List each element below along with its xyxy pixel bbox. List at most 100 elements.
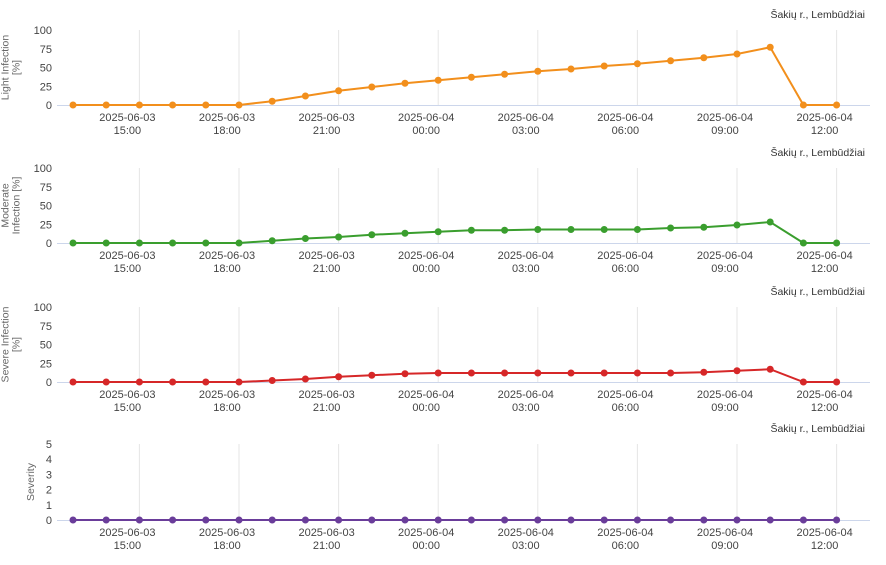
y-axis-label: Moderate [0, 183, 12, 228]
series-line [73, 368, 837, 383]
data-point [766, 516, 774, 524]
x-tick-label: 2025-06-04 [697, 112, 753, 124]
x-tick-label: 2025-06-04 [796, 389, 852, 401]
x-tick-label: 2025-06-03 [199, 112, 255, 124]
data-point [169, 378, 177, 386]
data-point [368, 83, 376, 91]
data-point [467, 369, 475, 377]
x-tick-label: 00:00 [412, 402, 440, 414]
data-point [600, 62, 608, 70]
data-point [667, 516, 675, 524]
data-point [467, 73, 475, 81]
x-tick-label: 09:00 [711, 540, 739, 552]
data-point [235, 378, 243, 386]
data-point [301, 235, 309, 242]
location-label: Šakių r., Lembūdžiai [770, 285, 865, 298]
data-point [135, 101, 143, 109]
y-tick-label: 5 [46, 439, 52, 451]
data-point [567, 369, 575, 377]
x-tick-label: 2025-06-04 [697, 527, 753, 539]
data-point [567, 516, 575, 524]
x-tick-label: 2025-06-04 [498, 112, 554, 124]
x-tick-label: 2025-06-03 [298, 112, 354, 124]
data-point [733, 50, 741, 58]
x-tick-label: 12:00 [811, 263, 839, 275]
data-point [733, 367, 741, 375]
data-point [799, 516, 807, 524]
data-point [833, 516, 841, 524]
data-point [434, 76, 442, 84]
data-point [434, 369, 442, 377]
data-point [501, 70, 509, 78]
x-tick-label: 2025-06-04 [697, 250, 753, 262]
x-tick-label: 2025-06-04 [498, 527, 554, 539]
x-tick-label: 18:00 [213, 540, 241, 552]
data-point [534, 67, 542, 75]
data-point [69, 101, 77, 109]
data-point [102, 516, 110, 524]
x-tick-label: 2025-06-03 [298, 527, 354, 539]
data-point [235, 239, 243, 247]
data-point [401, 370, 409, 378]
x-tick-label: 06:00 [612, 402, 640, 414]
data-point [268, 516, 276, 524]
x-tick-label: 21:00 [313, 125, 341, 137]
y-axis-label: [%] [11, 60, 23, 75]
x-tick-label: 2025-06-03 [199, 527, 255, 539]
y-axis-label: Severity [25, 462, 37, 501]
data-point [667, 369, 675, 377]
data-point [335, 516, 343, 524]
x-tick-label: 2025-06-03 [199, 250, 255, 262]
data-point [833, 239, 841, 247]
data-point [633, 60, 641, 68]
x-tick-label: 2025-06-04 [597, 250, 653, 262]
y-tick-label: 3 [46, 469, 52, 481]
data-point [501, 369, 509, 377]
y-tick-label: 0 [46, 377, 52, 389]
data-point [600, 369, 608, 377]
data-point [202, 239, 210, 247]
y-tick-label: 75 [40, 321, 52, 333]
data-point [368, 516, 376, 524]
data-point [401, 79, 409, 87]
data-point [102, 101, 110, 109]
location-label: Šakių r., Lembūdžiai [770, 146, 865, 159]
data-point [169, 101, 177, 109]
data-point [467, 516, 475, 524]
data-point [301, 375, 309, 383]
y-tick-label: 0 [46, 100, 52, 112]
data-point [467, 226, 475, 234]
y-tick-label: 100 [34, 302, 52, 314]
data-point [633, 226, 641, 233]
y-axis-label: [%] [11, 337, 23, 352]
x-tick-label: 2025-06-03 [99, 527, 155, 539]
y-tick-label: 100 [34, 163, 52, 175]
data-point [766, 43, 774, 51]
data-point [733, 516, 741, 524]
x-tick-label: 2025-06-03 [99, 250, 155, 262]
data-point [667, 224, 675, 232]
x-tick-label: 15:00 [114, 125, 142, 137]
x-tick-label: 2025-06-04 [796, 527, 852, 539]
data-point [301, 516, 309, 524]
data-point [401, 516, 409, 524]
data-point [135, 378, 143, 386]
x-tick-label: 12:00 [811, 540, 839, 552]
x-tick-label: 2025-06-03 [99, 112, 155, 124]
series-line [73, 220, 837, 244]
data-point [766, 218, 774, 226]
data-point [169, 516, 177, 524]
x-tick-label: 00:00 [412, 263, 440, 275]
data-point [799, 239, 807, 247]
data-point [799, 101, 807, 109]
data-point [534, 369, 542, 377]
data-point [202, 378, 210, 386]
x-tick-label: 15:00 [114, 402, 142, 414]
data-point [202, 516, 210, 524]
x-tick-label: 00:00 [412, 540, 440, 552]
data-point [268, 377, 276, 384]
data-point [335, 233, 343, 241]
data-point [135, 516, 143, 524]
data-point [700, 516, 708, 524]
